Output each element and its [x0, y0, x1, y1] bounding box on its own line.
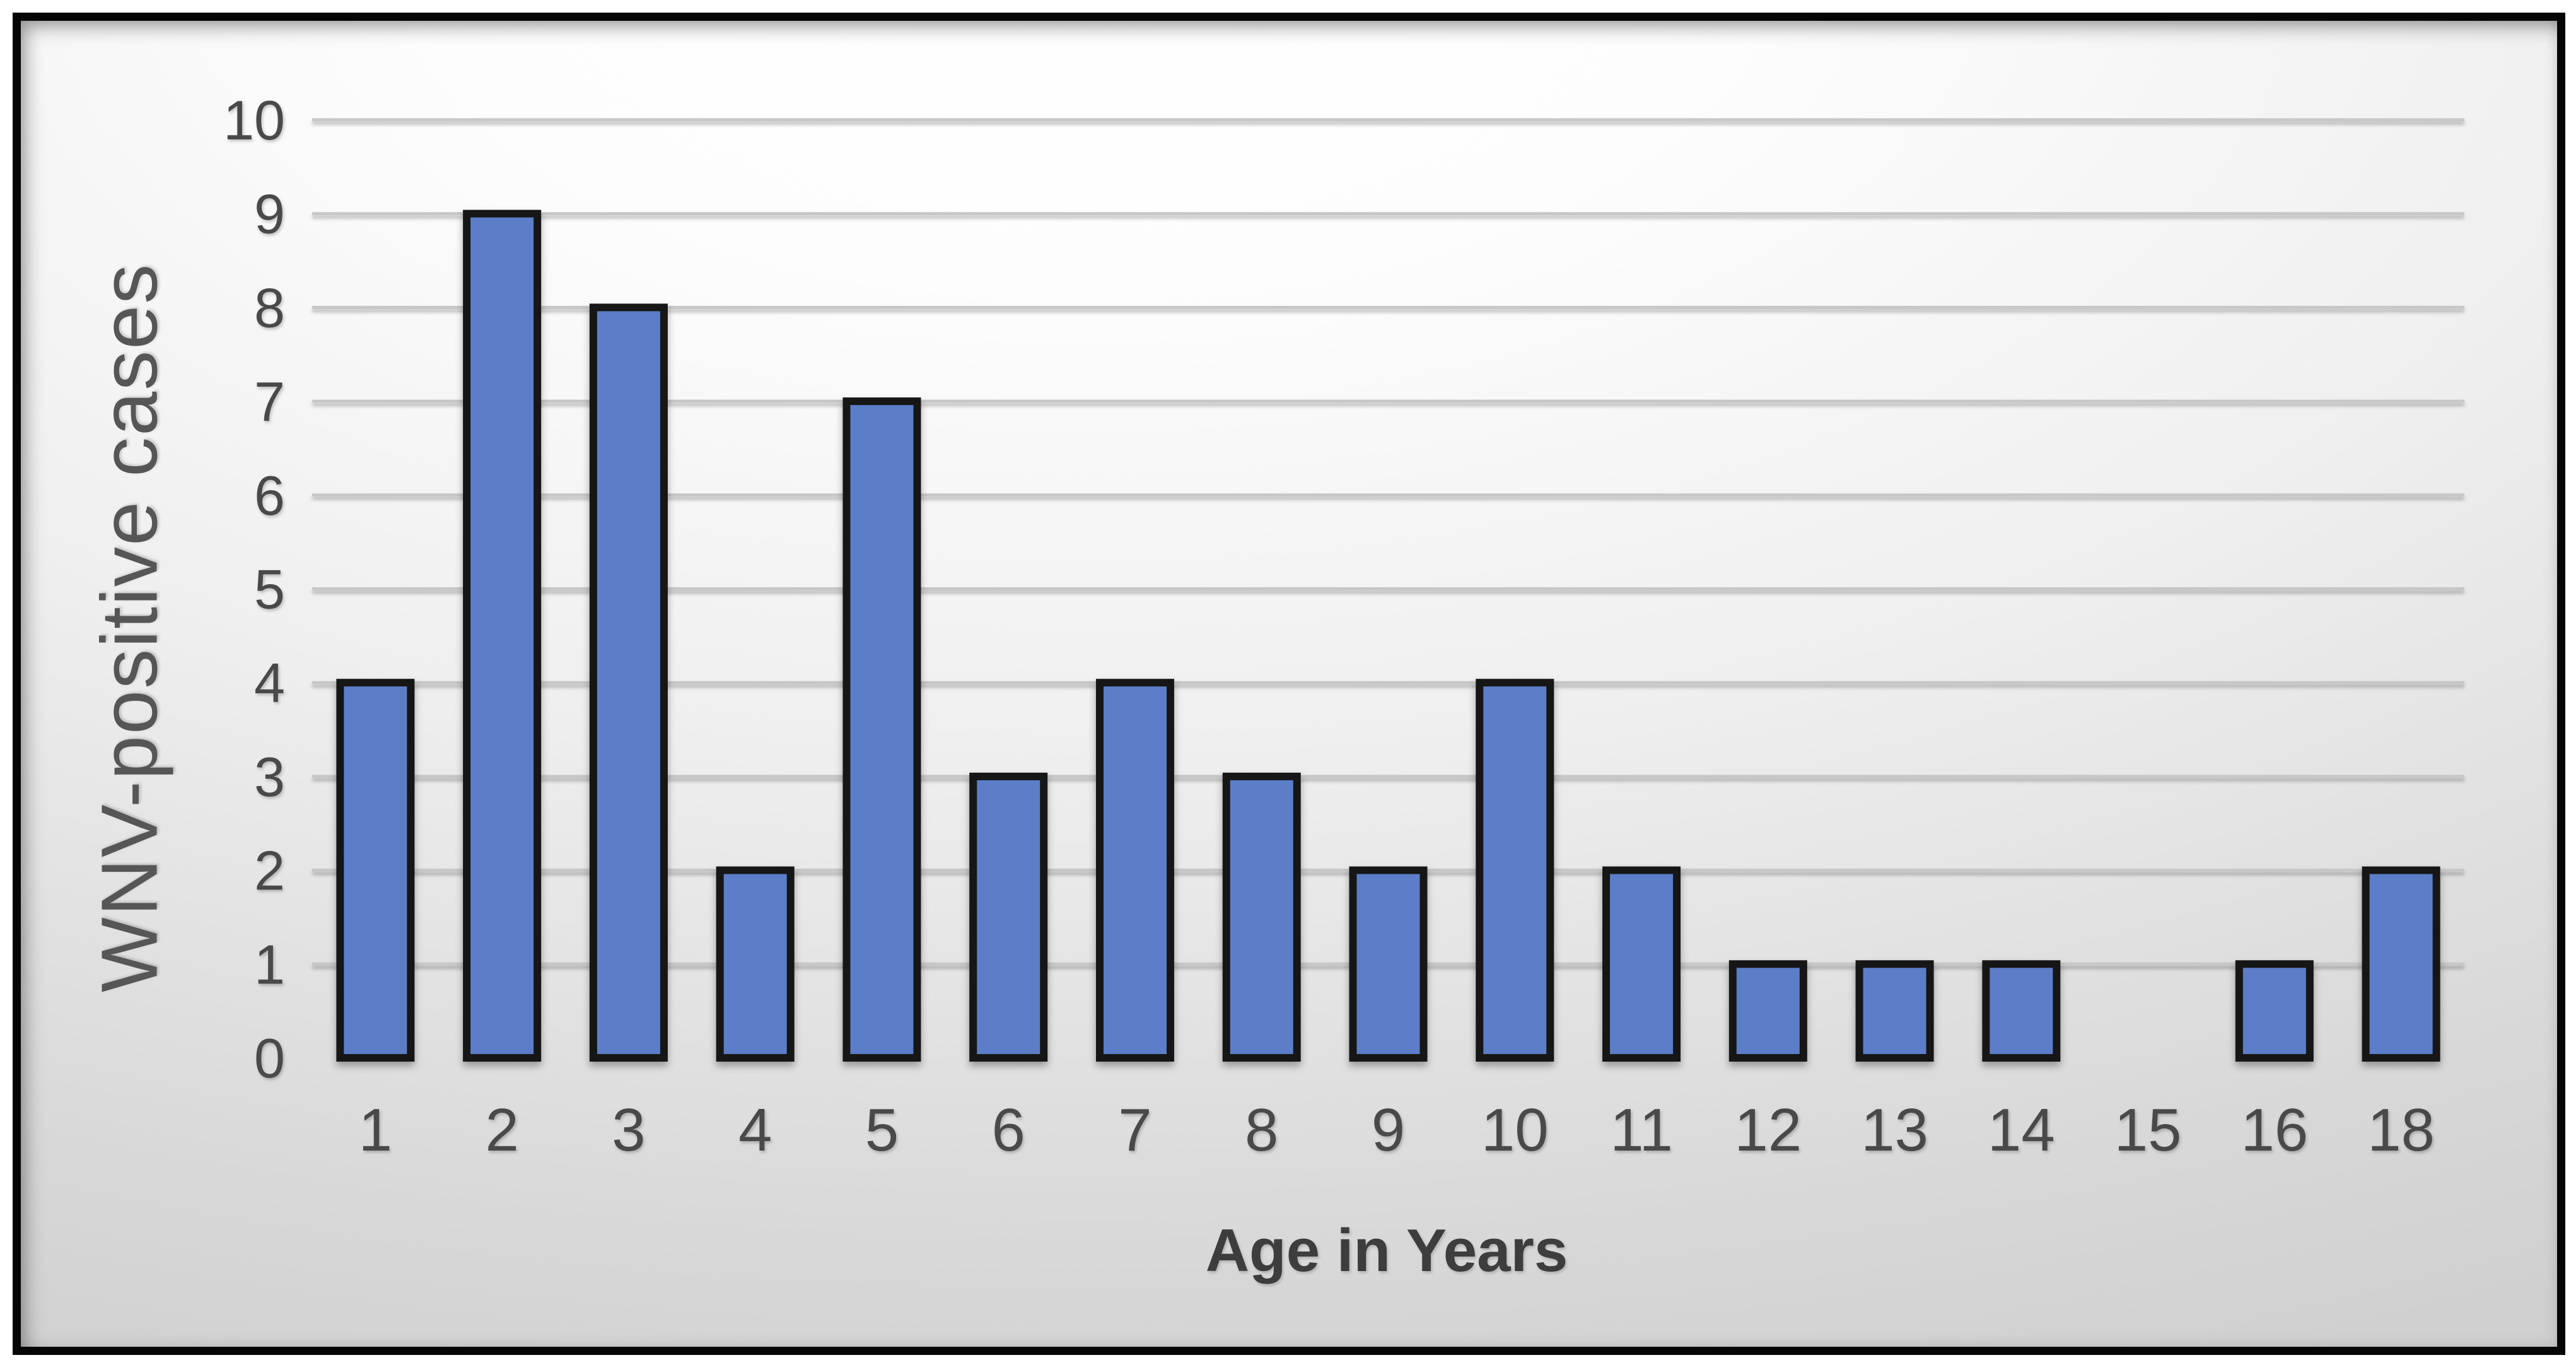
bar-age-12 — [1728, 960, 1807, 1062]
x-tick-label-4: 4 — [738, 1096, 772, 1164]
y-tick-label-5: 5 — [254, 558, 285, 621]
x-axis-title: Age in Years — [1205, 1217, 1568, 1284]
bar-age-13 — [1855, 960, 1934, 1062]
y-tick-label-6: 6 — [254, 464, 285, 527]
bar-age-16 — [2235, 960, 2314, 1062]
y-tick-labels: 0 1 2 3 4 5 6 7 8 9 10 — [223, 89, 285, 1089]
y-tick-label-2: 2 — [254, 840, 285, 902]
bar-age-6 — [969, 772, 1048, 1062]
bar-age-5 — [842, 397, 921, 1062]
x-tick-label-7: 7 — [1118, 1096, 1151, 1164]
bar-age-3 — [589, 303, 668, 1062]
bar-age-1 — [336, 679, 415, 1062]
x-tick-label-11: 11 — [1610, 1096, 1673, 1164]
bar-age-14 — [1982, 960, 2061, 1062]
bar-age-18 — [2362, 866, 2440, 1062]
y-tick-label-8: 8 — [254, 276, 285, 339]
x-tick-labels: 1 2 3 4 5 6 7 8 9 10 11 12 13 14 15 16 18 — [359, 1096, 2435, 1164]
x-tick-label-12: 12 — [1734, 1096, 1802, 1164]
x-tick-label-9: 9 — [1372, 1096, 1405, 1164]
y-tick-label-4: 4 — [254, 652, 285, 714]
y-tick-label-3: 3 — [254, 746, 285, 808]
y-tick-label-7: 7 — [254, 370, 285, 433]
x-tick-label-5: 5 — [865, 1096, 899, 1164]
x-tick-label-1: 1 — [359, 1096, 392, 1164]
x-tick-label-18: 18 — [2367, 1096, 2435, 1164]
y-tick-label-0: 0 — [254, 1027, 285, 1089]
x-tick-label-13: 13 — [1861, 1096, 1928, 1164]
x-tick-label-6: 6 — [992, 1096, 1025, 1164]
bar-age-7 — [1095, 679, 1174, 1062]
x-tick-label-3: 3 — [612, 1096, 645, 1164]
y-axis-title: WNV-positive cases — [85, 262, 174, 993]
bar-age-9 — [1349, 866, 1428, 1062]
y-tick-label-9: 9 — [254, 183, 285, 245]
x-tick-label-8: 8 — [1245, 1096, 1278, 1164]
x-tick-label-14: 14 — [1988, 1096, 2055, 1164]
x-tick-label-10: 10 — [1481, 1096, 1549, 1164]
bar-age-4 — [716, 866, 795, 1062]
x-tick-label-2: 2 — [485, 1096, 518, 1164]
bar-age-8 — [1222, 772, 1301, 1062]
bar-age-10 — [1476, 679, 1554, 1062]
bar-age-11 — [1602, 866, 1681, 1062]
y-tick-label-1: 1 — [254, 933, 285, 995]
y-tick-label-10: 10 — [223, 89, 285, 151]
x-tick-label-16: 16 — [2241, 1096, 2308, 1164]
bars — [336, 209, 2440, 1062]
bar-age-2 — [463, 209, 542, 1062]
x-tick-label-15: 15 — [2114, 1096, 2182, 1164]
